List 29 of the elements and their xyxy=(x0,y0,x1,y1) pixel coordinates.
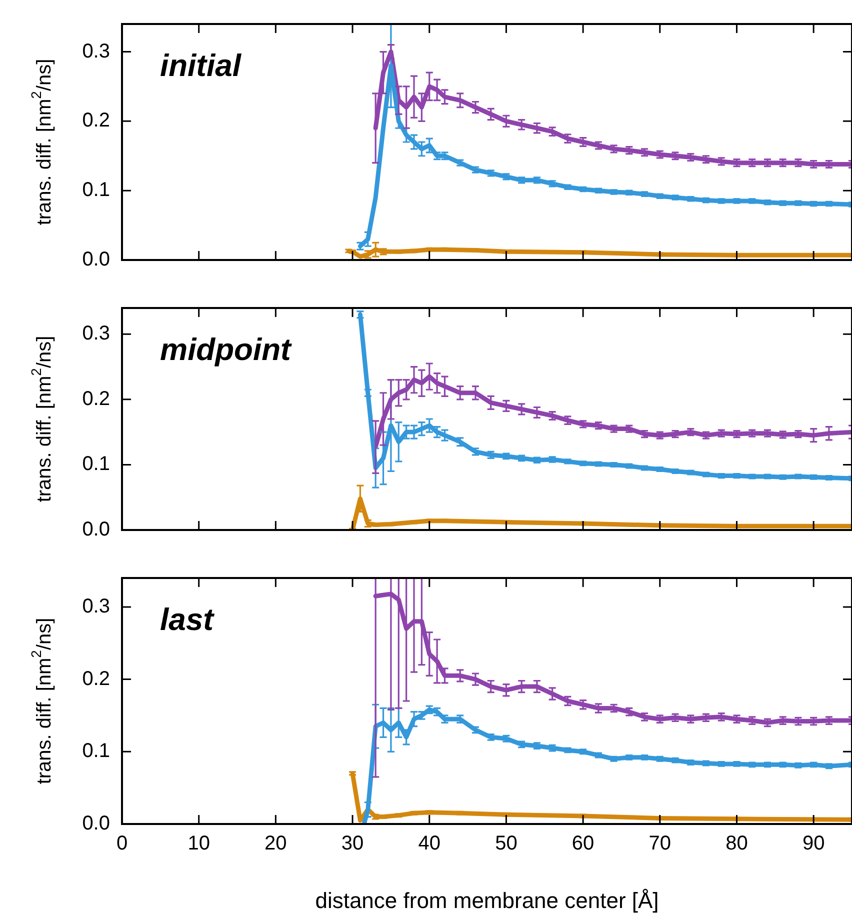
y-tick-label: 0.1 xyxy=(82,453,110,476)
y-tick-label: 0.3 xyxy=(82,595,110,618)
y-tick-label: 0.0 xyxy=(82,248,110,271)
x-tick-label: 40 xyxy=(418,832,440,855)
y-tick-label: 0.1 xyxy=(82,179,110,202)
y-tick-label: 0.3 xyxy=(82,40,110,62)
x-tick-label: 50 xyxy=(495,832,518,855)
y-tick-label: 0.3 xyxy=(82,322,110,345)
y-tick-label: 0.1 xyxy=(82,740,110,762)
y-tick-label: 0.2 xyxy=(82,668,110,690)
x-tick-label: 30 xyxy=(341,832,364,855)
y-tick-label: 0.2 xyxy=(82,388,110,410)
x-tick-label: 10 xyxy=(188,832,210,855)
text: last xyxy=(160,602,216,637)
text: initial xyxy=(160,48,242,83)
x-tick-label: 20 xyxy=(264,832,287,855)
y-tick-label: 0.0 xyxy=(82,812,110,835)
x-tick-label: 80 xyxy=(726,832,748,855)
text: midpoint xyxy=(160,332,293,367)
y-axis-title: trans. diff. [nm2/ns] xyxy=(28,58,56,226)
y-tick-label: 0.2 xyxy=(82,110,110,132)
y-axis-title: trans. diff. [nm2/ns] xyxy=(28,618,56,784)
y-tick-label: 0.0 xyxy=(82,518,110,541)
x-tick-label: 90 xyxy=(802,832,825,855)
y-axis-title: trans. diff. [nm2/ns] xyxy=(28,336,56,502)
x-tick-label: 0 xyxy=(116,832,128,855)
x-tick-label: 70 xyxy=(648,832,672,855)
x-axis-title: distance from membrane center [Å] xyxy=(315,888,659,913)
x-tick-label: 60 xyxy=(572,832,594,855)
